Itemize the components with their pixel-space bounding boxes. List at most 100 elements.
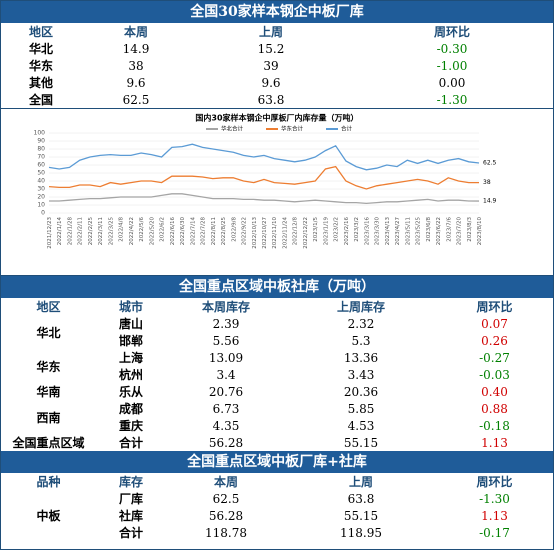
- cell: 华东: [28, 59, 53, 73]
- table: 地区 本周 上周 周环比 华北 14.9 15.2 -0.30 华东 38 39 -1.00 其他 9.6…: [1, 23, 553, 108]
- y-tick-label: 100: [34, 130, 46, 137]
- cell: -1.30: [436, 92, 468, 107]
- header-row: 地区 本周 上周 周环比: [1, 23, 553, 40]
- header-cell: 本周: [123, 25, 148, 39]
- cell: 3.4: [216, 367, 236, 382]
- x-tick-label: 2022/8/11: [211, 217, 217, 245]
- y-tick-label: 30: [37, 186, 45, 193]
- header-cell: 周环比: [476, 475, 513, 489]
- cell: 6.73: [212, 401, 240, 416]
- row: 华南 乐从 20.76 20.36 0.40: [1, 383, 553, 400]
- x-tick-label: 2023/6/22: [436, 217, 442, 245]
- cell: 0.07: [481, 316, 508, 331]
- cell: 杭州: [118, 368, 143, 382]
- chart-title: 国内30家样本钢企中厚板厂内库存量（万吨）: [195, 113, 358, 123]
- row: 华东 上海 13.09 13.36 -0.27: [1, 349, 553, 374]
- x-tick-label: 2023/8/3: [467, 217, 473, 242]
- x-tick-label: 2022/2/11: [78, 217, 84, 245]
- region-cell: 华南: [36, 385, 61, 399]
- x-tick-label: 2023/4/27: [395, 217, 401, 246]
- header-cell: 上周: [258, 25, 283, 39]
- x-tick-label: 2022/7/14: [190, 217, 196, 246]
- y-tick-label: 90: [37, 138, 45, 145]
- cell: 63.8: [347, 491, 375, 506]
- cell: 成都: [118, 402, 143, 416]
- cell: -0.18: [479, 418, 510, 433]
- cell: 上海: [118, 351, 143, 365]
- x-tick-label: 2022/11/24: [282, 217, 288, 249]
- cell: 118.78: [205, 525, 247, 540]
- cell: 13.36: [343, 350, 379, 365]
- x-tick-label: 2022/11/10: [272, 217, 278, 249]
- y-tick-label: 70: [37, 154, 45, 161]
- x-tick-label: 2023/4/13: [385, 217, 391, 246]
- cell: 2.32: [347, 316, 375, 331]
- group-cell: 中板: [36, 509, 61, 523]
- cell: -0.03: [479, 367, 510, 382]
- row: 华东 38 39 -1.00: [1, 57, 553, 74]
- header-cell: 周环比: [433, 25, 470, 39]
- region-cell: 华东: [36, 359, 61, 374]
- x-tick-label: 2023/3/16: [364, 217, 370, 246]
- region-cell: 华北: [36, 325, 61, 340]
- cell: 13.09: [208, 350, 244, 365]
- x-tick-label: 2021/12/23: [47, 217, 53, 249]
- header-cell: 上周库存: [336, 300, 385, 314]
- line-series: [49, 193, 480, 205]
- row: 全国 62.5 63.8 -1.30: [1, 91, 553, 108]
- region-cell: 西南: [36, 410, 61, 425]
- section-title: 全国重点区域中板社库（万吨）: [1, 276, 553, 298]
- x-tick-label: 2022/9/22: [242, 217, 248, 245]
- cell: 5.56: [212, 333, 240, 348]
- header-cell: 地区: [28, 25, 53, 39]
- cell: 1.13: [481, 435, 508, 450]
- y-tick-label: 0: [41, 210, 45, 217]
- x-tick-label: 2022/7/28: [201, 217, 207, 246]
- cell: -0.30: [436, 41, 468, 56]
- cell: 合计: [118, 436, 143, 450]
- y-tick-label: 10: [37, 202, 45, 209]
- cell: 9.6: [126, 75, 146, 90]
- row: 合计 118.78 118.95 -0.17: [1, 524, 553, 541]
- x-tick-label: 2022/6/16: [170, 217, 176, 246]
- row: 重庆 4.35 4.53 -0.18: [1, 417, 553, 434]
- x-tick-label: 2023/7/20: [457, 217, 463, 246]
- cell: 3.43: [347, 367, 375, 382]
- x-tick-label: 2022/10/13: [252, 217, 258, 249]
- x-tick-label: 2023/5/25: [416, 217, 422, 246]
- row: 其他 9.6 9.6 0.00: [1, 74, 553, 91]
- cell: 14.9: [122, 41, 150, 56]
- header-cell: 城市: [118, 300, 143, 314]
- end-label: 14.9: [483, 198, 497, 205]
- y-tick-label: 20: [37, 194, 45, 201]
- cell: -1.30: [479, 491, 510, 506]
- x-tick-label: 2022/8/25: [221, 217, 227, 246]
- section-title: 全国30家样本钢企中板厂库: [1, 1, 553, 23]
- row: 杭州 3.4 3.43 -0.03: [1, 366, 553, 383]
- cell: 厂库: [118, 492, 143, 506]
- cell: -0.27: [479, 350, 510, 365]
- x-tick-label: 2022/6/2: [160, 217, 166, 242]
- cell: 20.76: [208, 384, 244, 399]
- x-tick-label: 2022/4/8: [119, 217, 125, 242]
- x-tick-label: 2022/5/20: [149, 217, 155, 246]
- legend-label: 华北合计: [221, 125, 244, 133]
- cell: 4.53: [347, 418, 375, 433]
- cell: 4.35: [212, 418, 240, 433]
- line-series: [48, 165, 479, 190]
- x-tick-label: 2023/1/19: [323, 217, 329, 246]
- row: 中板 厂库 62.5 63.8 -1.30: [1, 490, 553, 524]
- cell: 0.26: [481, 333, 508, 348]
- header-row: 品种 库存 本周 上周 周环比: [1, 473, 553, 490]
- cell: 其他: [28, 76, 53, 90]
- x-tick-label: 2023/7/6: [446, 217, 452, 242]
- x-tick-label: 2022/3/25: [108, 217, 114, 246]
- cell: 邯郸: [118, 334, 143, 348]
- cell: 2.39: [212, 316, 240, 331]
- x-tick-label: 2022/9/8: [231, 217, 237, 242]
- cell: 0.40: [481, 384, 508, 399]
- section-title: 全国重点区域中板厂库+社库: [1, 451, 553, 473]
- x-tick-label: 2023/5/11: [405, 217, 411, 245]
- cell: 55.15: [343, 508, 379, 523]
